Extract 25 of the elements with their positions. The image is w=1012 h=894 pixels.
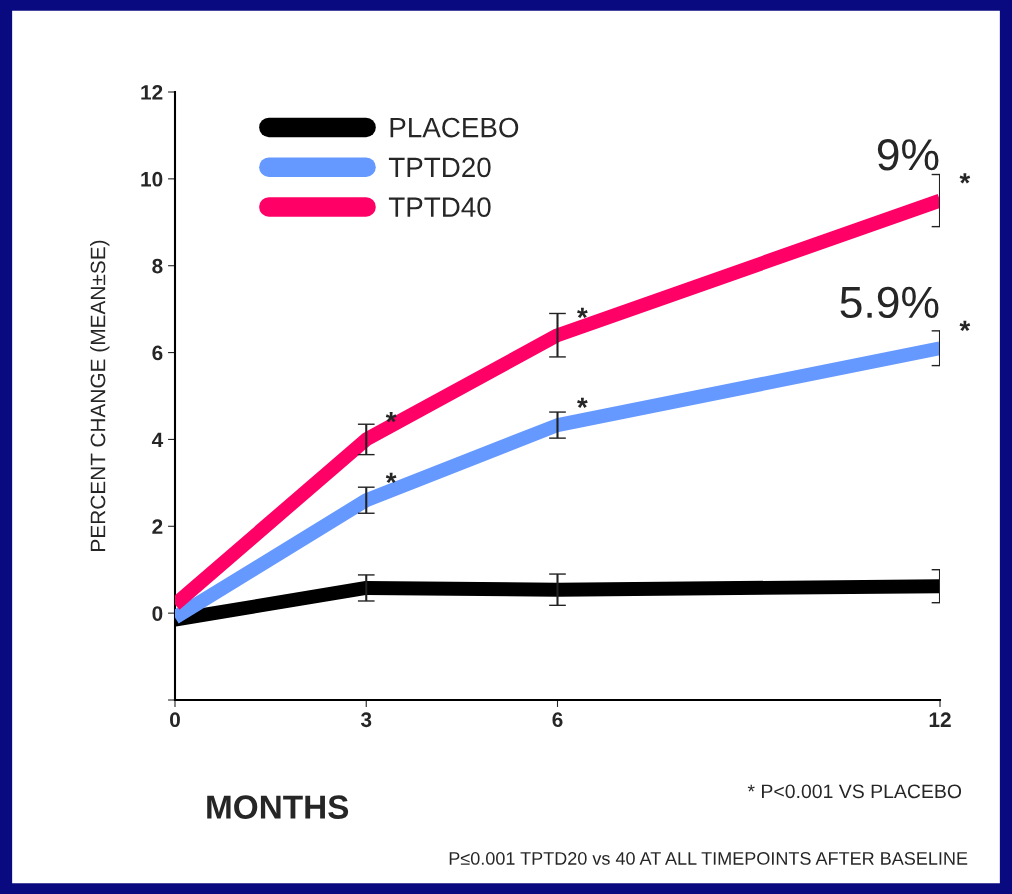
x-tick-label: 3 (360, 712, 372, 728)
x-tick-label: 6 (552, 712, 563, 728)
y-tick-label: 8 (152, 258, 163, 274)
y-tick-label: 12 (141, 85, 163, 100)
x-axis-title: MONTHS (207, 795, 349, 819)
legend-label: TPTD20 (388, 157, 491, 178)
annotation: * (959, 320, 971, 332)
y-tick-label: 2 (152, 519, 163, 534)
y-tick-label: 6 (152, 345, 163, 361)
annotation: * (385, 472, 397, 484)
annotation: 9% (877, 138, 939, 171)
annotation: * (959, 173, 971, 184)
annotation: * (577, 397, 588, 408)
annotation: 5.9% (840, 286, 939, 319)
legend-label: TPTD40 (388, 197, 491, 217)
y-tick-label: 4 (151, 432, 164, 447)
text: P≤0.001 TPTD20 vs 40 AT ALL TIMEPOINTS AFTER BASELINE (449, 852, 968, 865)
x-tick-label: 0 (170, 712, 180, 728)
y-tick-label: 0 (152, 606, 163, 621)
y-axis-title: PERCENT CHANGE (MEAN±SE) (90, 240, 110, 551)
annotation: * (577, 307, 588, 319)
legend-label: PLACEBO (390, 117, 519, 138)
x-tick-label: 12 (929, 712, 951, 727)
text: * P<0.001 VS PLACEBO (747, 784, 962, 799)
y-tick-label: 10 (141, 171, 163, 187)
